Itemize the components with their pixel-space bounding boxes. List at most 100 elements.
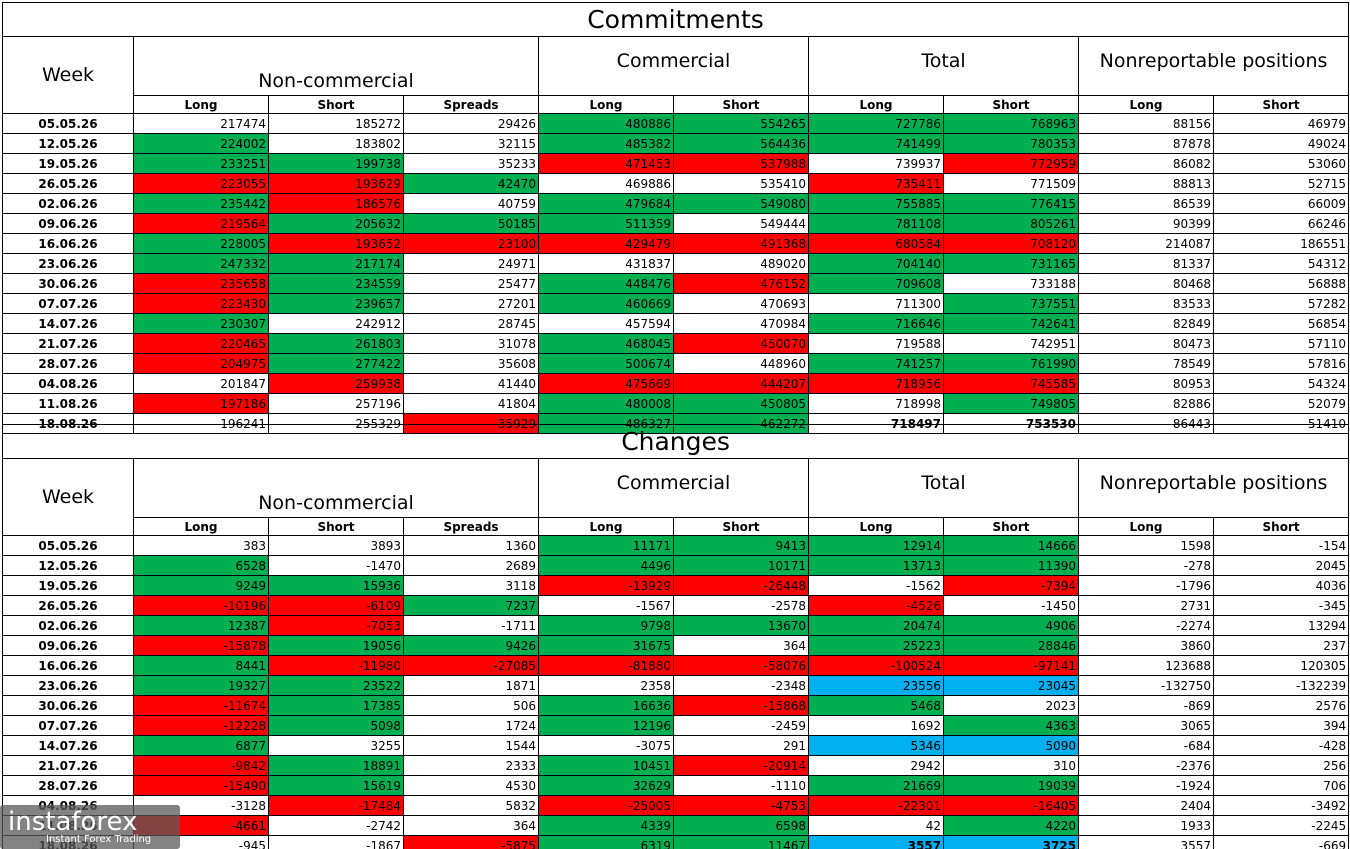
value-cell: 120305 — [1212, 655, 1350, 676]
value-cell: 17385 — [268, 695, 404, 716]
week-cell: 30.06.26 — [2, 695, 134, 716]
value-cell: 29426 — [403, 113, 539, 134]
value-cell: 18891 — [268, 755, 404, 776]
value-cell: 35608 — [403, 353, 539, 374]
value-cell: 457594 — [538, 313, 674, 334]
value-cell: -97141 — [943, 655, 1079, 676]
value-cell: 228005 — [133, 233, 269, 254]
value-cell: 24971 — [403, 253, 539, 274]
value-cell: 1871 — [403, 675, 539, 696]
value-cell: 716646 — [808, 313, 944, 334]
week-cell: 16.06.26 — [2, 655, 134, 676]
data-row: 09.06.26 219564 205632 50185 511359 549444 781… — [2, 213, 1350, 234]
value-cell: 711300 — [808, 293, 944, 314]
value-cell: 708120 — [943, 233, 1079, 254]
column-header: Short — [673, 517, 809, 536]
value-cell: 56888 — [1212, 273, 1350, 294]
group-header: Commercial — [538, 36, 809, 96]
value-cell: 13670 — [673, 615, 809, 636]
week-cell: 21.07.26 — [2, 755, 134, 776]
week-header: Week — [2, 458, 134, 536]
value-cell: 201847 — [133, 373, 269, 394]
data-row: 16.06.26 228005 193652 23100 429479 491368 680… — [2, 233, 1350, 254]
value-cell: 2023 — [943, 695, 1079, 716]
column-header: Short — [943, 95, 1079, 114]
week-cell: 11.08.26 — [2, 393, 134, 414]
value-cell: 41804 — [403, 393, 539, 414]
value-cell: 183802 — [268, 133, 404, 154]
column-header: Long — [538, 95, 674, 114]
value-cell: 81337 — [1078, 253, 1214, 274]
value-cell: 16636 — [538, 695, 674, 716]
value-cell: 66009 — [1212, 193, 1350, 214]
value-cell: 742641 — [943, 313, 1079, 334]
week-header: Week — [2, 36, 134, 114]
value-cell: 10451 — [538, 755, 674, 776]
data-row: 30.06.26 -11674 17385 506 16636 -15868 5468 202… — [2, 695, 1350, 716]
group-header: Non-commercial — [133, 36, 539, 96]
value-cell: 50185 — [403, 213, 539, 234]
value-cell: -1450 — [943, 595, 1079, 616]
value-cell: 13294 — [1212, 615, 1350, 636]
value-cell: 90399 — [1078, 213, 1214, 234]
value-cell: 20474 — [808, 615, 944, 636]
value-cell: -4753 — [673, 795, 809, 816]
value-cell: 57282 — [1212, 293, 1350, 314]
data-row: 26.05.26 223055 193629 42470 469886 535410 735… — [2, 173, 1350, 194]
value-cell: 1544 — [403, 735, 539, 756]
value-cell: 719588 — [808, 333, 944, 354]
data-row: 21.07.26 -9842 18891 2333 10451 -20914 2942 310… — [2, 755, 1350, 776]
value-cell: 83533 — [1078, 293, 1214, 314]
value-cell: 88813 — [1078, 173, 1214, 194]
value-cell: 15619 — [268, 775, 404, 796]
value-cell: 123688 — [1078, 655, 1214, 676]
value-cell: 431837 — [538, 253, 674, 274]
value-cell: 19327 — [133, 675, 269, 696]
value-cell: -11674 — [133, 695, 269, 716]
value-cell: 12914 — [808, 535, 944, 556]
value-cell: 261803 — [268, 333, 404, 354]
value-cell: 40759 — [403, 193, 539, 214]
value-cell: 3065 — [1078, 715, 1214, 736]
week-cell: 26.05.26 — [2, 173, 134, 194]
value-cell: 469886 — [538, 173, 674, 194]
data-row: 23.06.26 247332 217174 24971 431837 489020 704… — [2, 253, 1350, 274]
value-cell: 12196 — [538, 715, 674, 736]
value-cell: 549080 — [673, 193, 809, 214]
value-cell: 32115 — [403, 133, 539, 154]
value-cell: 776415 — [943, 193, 1079, 214]
value-cell: 23522 — [268, 675, 404, 696]
value-cell: 727786 — [808, 113, 944, 134]
data-row: 02.06.26 235442 186576 40759 479684 549080 755… — [2, 193, 1350, 214]
value-cell: 25223 — [808, 635, 944, 656]
value-cell: 310 — [943, 755, 1079, 776]
value-cell: 549444 — [673, 213, 809, 234]
week-cell: 23.06.26 — [2, 675, 134, 696]
value-cell: -1562 — [808, 575, 944, 596]
value-cell: 28846 — [943, 635, 1079, 656]
value-cell: 1933 — [1078, 815, 1214, 836]
column-row: Long Short Spreads Long Short Long Short Long Sh… — [3, 95, 1350, 114]
data-row: 04.08.26-3128-174845832-25005-4753-22301… — [2, 795, 1350, 816]
value-cell: 5346 — [808, 735, 944, 756]
value-cell: 5098 — [268, 715, 404, 736]
value-cell: 247332 — [133, 253, 269, 274]
value-cell: 3255 — [268, 735, 404, 756]
week-cell: 12.05.26 — [2, 133, 134, 154]
value-cell: 2358 — [538, 675, 674, 696]
value-cell: 564436 — [673, 133, 809, 154]
column-header: Long — [538, 517, 674, 536]
logo: instaforex Instant Forex Trading — [0, 805, 180, 849]
value-cell: 49024 — [1212, 133, 1350, 154]
data-row: 28.07.26 -15490 15619 4530 32629 -1110 21669 19… — [2, 775, 1350, 796]
value-cell: 12387 — [133, 615, 269, 636]
value-cell: 5468 — [808, 695, 944, 716]
week-cell: 19.05.26 — [2, 575, 134, 596]
value-cell: -20914 — [673, 755, 809, 776]
data-row: 18.08.26-945-1867-5875631911467355737253… — [2, 835, 1350, 849]
value-cell: -1924 — [1078, 775, 1214, 796]
value-cell: 768963 — [943, 113, 1079, 134]
week-cell: 02.06.26 — [2, 193, 134, 214]
value-cell: 10171 — [673, 555, 809, 576]
value-cell: -684 — [1078, 735, 1214, 756]
